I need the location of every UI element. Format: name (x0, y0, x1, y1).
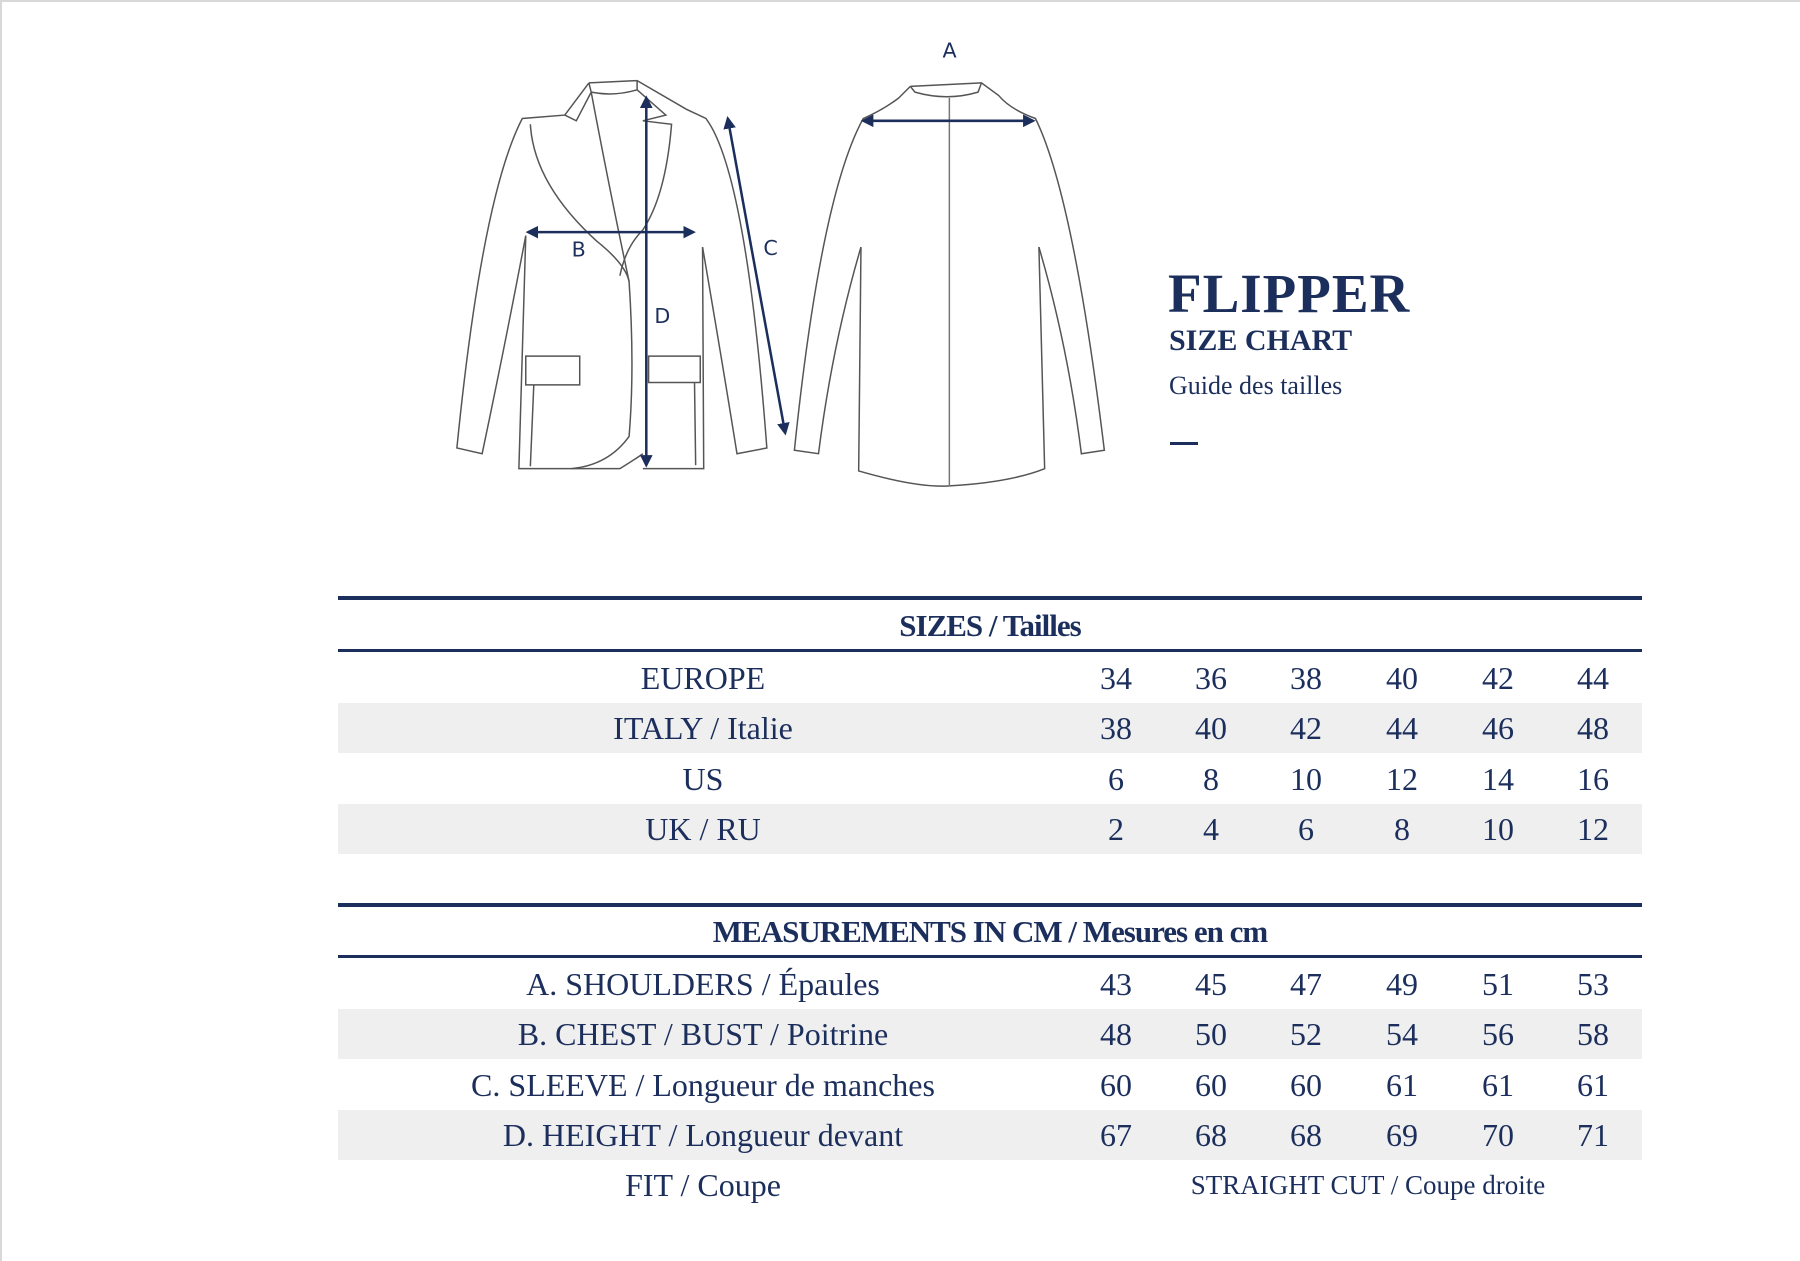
row-label: EUROPE (640, 660, 766, 696)
cell-value: 44 (1577, 660, 1609, 696)
title-divider (1170, 442, 1198, 445)
cell-value: 61 (1577, 1066, 1609, 1103)
table-row: UK / RU 2 4 6 8 10 12 (338, 803, 1642, 854)
cell-value: 69 (1386, 1116, 1418, 1153)
table-row: D. HEIGHT / Longueur devant 67 68 68 69 70 71 (338, 1109, 1642, 1160)
cell-value: 10 (1482, 810, 1514, 847)
cell-value: 67 (1100, 1116, 1132, 1153)
table-rule (338, 596, 1642, 600)
cell-value: 61 (1482, 1066, 1514, 1103)
cell-value: 48 (1100, 1016, 1132, 1053)
cell-value: 38 (1100, 710, 1132, 747)
table-rule (338, 903, 1642, 907)
cell-value: 60 (1100, 1066, 1132, 1103)
jacket-back (793, 82, 1106, 487)
row-label: B. CHEST / BUST / Poitrine (517, 1016, 889, 1053)
cell-value: 45 (1195, 966, 1227, 1002)
cell-value: 49 (1386, 966, 1418, 1002)
cell-value: 36 (1195, 660, 1227, 696)
cell-value: 16 (1577, 760, 1609, 797)
cell-value: 71 (1577, 1116, 1609, 1153)
cell-value: 46 (1482, 710, 1514, 747)
cell-value: 40 (1195, 710, 1227, 747)
cell-value: 40 (1386, 660, 1418, 696)
arrow-sleeve (723, 116, 790, 436)
cell-value: 43 (1100, 966, 1132, 1002)
fit-value: STRAIGHT CUT / Coupe droite (1190, 1170, 1546, 1201)
cell-value: 12 (1386, 760, 1418, 797)
cell-value: 6 (1298, 810, 1314, 847)
cell-value: 68 (1290, 1116, 1322, 1153)
size-chart-title-fr: Guide des tailles (1169, 371, 1343, 400)
cell-value: 53 (1577, 966, 1609, 1002)
fit-label: FIT / Coupe (625, 1167, 781, 1204)
sizes-header: SIZES / Tailles (899, 608, 1081, 643)
cell-value: 8 (1394, 810, 1410, 847)
cell-value: 2 (1108, 810, 1124, 847)
cell-value: 42 (1482, 660, 1514, 696)
row-label: ITALY / Italie (613, 710, 793, 747)
cell-value: 51 (1482, 966, 1514, 1002)
cell-value: 44 (1386, 710, 1418, 747)
cell-value: 68 (1195, 1116, 1227, 1153)
cell-value: 14 (1482, 760, 1514, 797)
cell-value: 4 (1203, 810, 1219, 847)
table-row: A. SHOULDERS / Épaules 43 45 47 49 51 53 (338, 959, 1642, 1009)
cell-value: 56 (1482, 1016, 1514, 1053)
row-label: D. HEIGHT / Longueur devant (502, 1116, 904, 1153)
row-label: A. SHOULDERS / Épaules (526, 966, 880, 1002)
cell-value: 34 (1100, 660, 1132, 696)
cell-value: 61 (1386, 1066, 1418, 1103)
cell-value: 47 (1290, 966, 1322, 1002)
table-rule (338, 955, 1642, 958)
measurements-header: MEASUREMENTS IN CM / Mesures en cm (712, 914, 1268, 949)
table-row: ITALY / Italie 38 40 42 44 46 48 (338, 703, 1642, 754)
cell-value: 54 (1386, 1016, 1418, 1053)
row-label: US (682, 760, 724, 797)
table-row: C. SLEEVE / Longueur de manches 60 60 60 61 6… (338, 1060, 1642, 1110)
cell-value: 58 (1577, 1016, 1609, 1053)
label-d: D (654, 304, 670, 328)
product-name: FLIPPER (1168, 263, 1411, 324)
measure-arrows (525, 95, 1036, 468)
cell-value: 38 (1290, 660, 1322, 696)
table-row: B. CHEST / BUST / Poitrine 48 50 52 54 56 58 (338, 1009, 1642, 1060)
cell-value: 12 (1577, 810, 1609, 847)
label-c: C (763, 236, 777, 260)
jacket-front (456, 79, 768, 470)
fit-row: FIT / Coupe STRAIGHT CUT / Coupe droite (338, 1160, 1642, 1210)
cell-value: 42 (1290, 710, 1322, 747)
cell-value: 52 (1290, 1016, 1322, 1053)
row-label: UK / RU (645, 810, 761, 847)
size-chart-title: SIZE CHART (1169, 324, 1353, 357)
cell-value: 60 (1290, 1066, 1322, 1103)
label-a: A (942, 39, 956, 63)
label-b: B (572, 237, 586, 261)
cell-value: 10 (1290, 760, 1322, 797)
cell-value: 70 (1482, 1116, 1514, 1153)
row-label: C. SLEEVE / Longueur de manches (471, 1066, 935, 1103)
table-rule (338, 649, 1642, 652)
table-row: EUROPE 34 36 38 40 42 44 (338, 653, 1642, 703)
table-row: US 6 8 10 12 14 16 (338, 754, 1642, 804)
cell-value: 48 (1577, 710, 1609, 747)
cell-value: 50 (1195, 1016, 1227, 1053)
cell-value: 8 (1203, 760, 1219, 797)
cell-value: 60 (1195, 1066, 1227, 1103)
cell-value: 6 (1108, 760, 1124, 797)
